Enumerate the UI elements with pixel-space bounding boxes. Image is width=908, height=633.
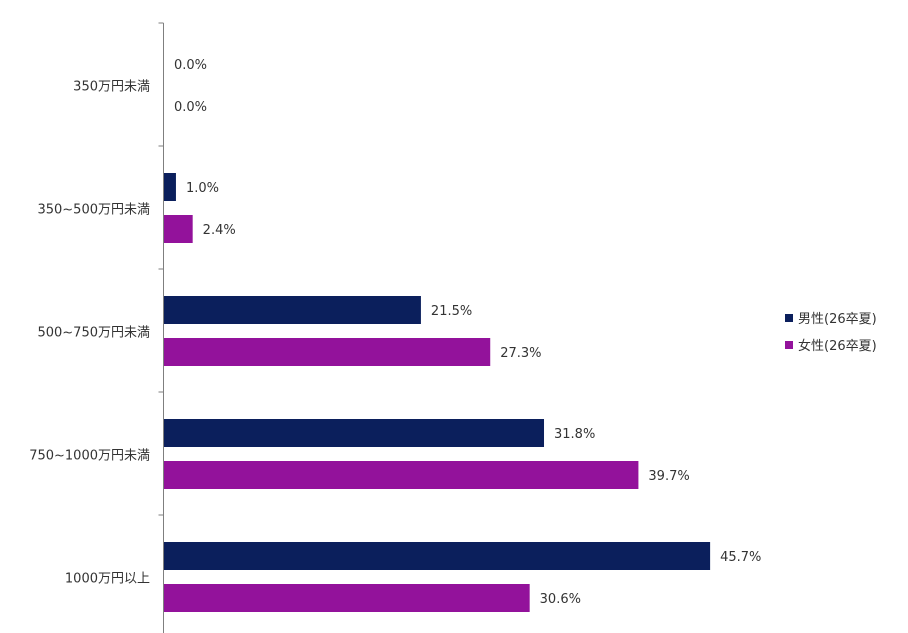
bar-female [164, 461, 639, 489]
category-label: 500~750万円未満 [37, 326, 150, 341]
data-label: 1.0% [186, 181, 219, 196]
bar-male [164, 419, 545, 447]
bar-female [164, 584, 530, 612]
legend: 男性(26卒夏) 女性(26卒夏) [785, 312, 877, 354]
legend-label: 女性(26卒夏) [798, 338, 877, 354]
plot-area: 350万円未満 0.0% 0.0% 350~500万円未満 1.0% 2.4% 500~75… [29, 22, 761, 633]
category-label: 750~1000万円未満 [29, 449, 150, 464]
data-label: 31.8% [554, 427, 595, 442]
data-label: 45.7% [720, 550, 761, 565]
data-label: 27.3% [500, 346, 541, 361]
data-label: 39.7% [648, 469, 689, 484]
data-label: 0.0% [174, 58, 207, 73]
data-label: 2.4% [203, 223, 236, 238]
bar-male [164, 173, 176, 201]
legend-swatch [785, 341, 793, 349]
bar-male [164, 296, 421, 324]
legend-swatch [785, 314, 793, 322]
category-label: 350~500万円未満 [37, 203, 150, 218]
category-label: 1000万円以上 [65, 572, 150, 587]
data-label: 21.5% [431, 304, 472, 319]
bar-male [164, 542, 711, 570]
data-label: 0.0% [174, 100, 207, 115]
bar-female [164, 338, 491, 366]
bar-female [164, 215, 193, 243]
data-label: 30.6% [540, 592, 581, 607]
category-label: 350万円未満 [73, 80, 150, 95]
legend-label: 男性(26卒夏) [798, 312, 877, 327]
